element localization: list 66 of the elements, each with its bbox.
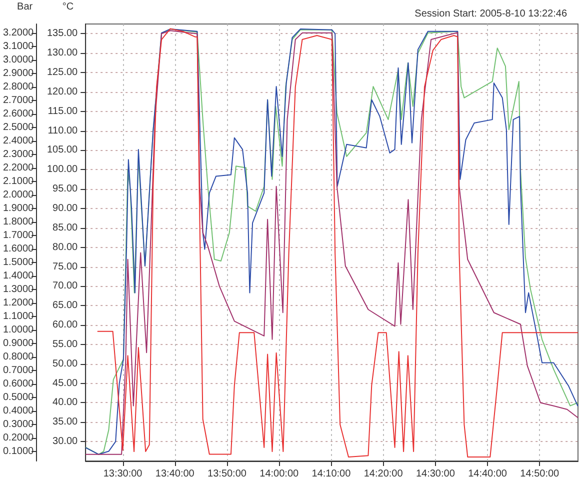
y2-tick-label: 0.7000 bbox=[2, 364, 34, 376]
y2-tick-label: 1.8000 bbox=[2, 216, 34, 228]
x-tick-label: 14:10:00 bbox=[312, 468, 352, 480]
y2-tick-label: 2.3000 bbox=[2, 148, 34, 160]
y2-tick-label: 0.8000 bbox=[2, 351, 34, 362]
y-tick-label: 40.00 bbox=[52, 397, 78, 408]
y2-tick-label: 1.2000 bbox=[2, 297, 34, 308]
y2-axis-title: Bar bbox=[17, 2, 34, 12]
y-tick-label: 110.00 bbox=[48, 125, 78, 136]
y2-tick-label: 0.9000 bbox=[2, 338, 34, 349]
x-tick-label: 13:30:00 bbox=[103, 468, 143, 480]
y2-tick-label: 0.3000 bbox=[2, 419, 34, 430]
y-tick-label: 70.00 bbox=[52, 280, 78, 292]
y-tick-label: 125.00 bbox=[46, 67, 78, 78]
y2-tick-label: 2.5000 bbox=[2, 122, 34, 133]
y-tick-label: 35.00 bbox=[52, 416, 78, 428]
x-tick-label: 14:50:00 bbox=[520, 468, 560, 480]
y-tick-label: 65.00 bbox=[52, 300, 78, 312]
chart-title: Session Start: 2005-8-10 13:22:46 bbox=[414, 8, 568, 20]
y-tick-label: 120.00 bbox=[46, 86, 78, 98]
y2-tick-label: 0.2000 bbox=[2, 432, 34, 444]
y2-tick-label: 1.4000 bbox=[2, 270, 34, 282]
y2-tick-label: 2.0000 bbox=[2, 189, 34, 200]
y2-tick-label: 0.6000 bbox=[2, 378, 34, 390]
y-tick-label: 115.00 bbox=[48, 106, 78, 117]
y2-tick-label: 3.1000 bbox=[2, 40, 34, 52]
x-tick-label: 14:20:00 bbox=[364, 468, 404, 480]
y2-tick-label: 1.1000 bbox=[2, 310, 34, 322]
y-tick-label: 80.00 bbox=[52, 242, 78, 253]
y2-tick-label: 1.0000 bbox=[2, 324, 34, 336]
y2-tick-label: 1.5000 bbox=[2, 256, 34, 268]
y-tick-label: 105.00 bbox=[46, 144, 78, 156]
y2-tick-label: 3.2000 bbox=[2, 27, 34, 38]
y2-tick-label: 2.6000 bbox=[2, 108, 34, 120]
x-tick-label: 14:30:00 bbox=[416, 468, 456, 480]
x-tick-label: 13:50:00 bbox=[208, 468, 247, 480]
y2-tick-label: 2.9000 bbox=[2, 68, 34, 79]
y-axis-title: °C bbox=[62, 2, 74, 12]
y2-tick-label: 0.1000 bbox=[2, 446, 34, 458]
y2-tick-label: 2.2000 bbox=[2, 162, 34, 174]
y-tick-label: 45.00 bbox=[52, 378, 78, 389]
y2-tick-label: 2.1000 bbox=[2, 176, 34, 187]
y-tick-label: 75.00 bbox=[52, 261, 78, 272]
x-tick-label: 14:40:00 bbox=[468, 468, 508, 480]
y-tick-label: 90.00 bbox=[52, 203, 78, 214]
y2-tick-label: 1.6000 bbox=[2, 243, 34, 254]
y-tick-label: 55.00 bbox=[52, 338, 78, 350]
x-tick-label: 14:00:00 bbox=[260, 468, 300, 480]
y-tick-label: 30.00 bbox=[52, 436, 78, 448]
y-tick-label: 85.00 bbox=[52, 222, 78, 234]
y-tick-label: 60.00 bbox=[52, 320, 78, 331]
y-tick-label: 100.00 bbox=[46, 164, 78, 176]
y2-tick-label: 0.4000 bbox=[2, 406, 34, 417]
y-tick-label: 130.00 bbox=[46, 48, 78, 59]
y2-tick-label: 2.7000 bbox=[2, 94, 34, 106]
y2-tick-label: 1.7000 bbox=[2, 230, 34, 241]
y2-tick-label: 2.8000 bbox=[2, 81, 34, 92]
y2-tick-label: 2.4000 bbox=[2, 135, 34, 146]
y-tick-label: 135.00 bbox=[46, 28, 78, 40]
y-tick-label: 50.00 bbox=[52, 358, 78, 370]
x-tick-label: 13:40:00 bbox=[155, 468, 195, 480]
y2-tick-label: 1.3000 bbox=[2, 284, 34, 295]
y2-tick-label: 3.0000 bbox=[2, 54, 34, 66]
y2-tick-label: 1.9000 bbox=[2, 202, 34, 214]
y2-tick-label: 0.5000 bbox=[2, 392, 34, 404]
y-tick-label: 95.00 bbox=[52, 184, 78, 195]
